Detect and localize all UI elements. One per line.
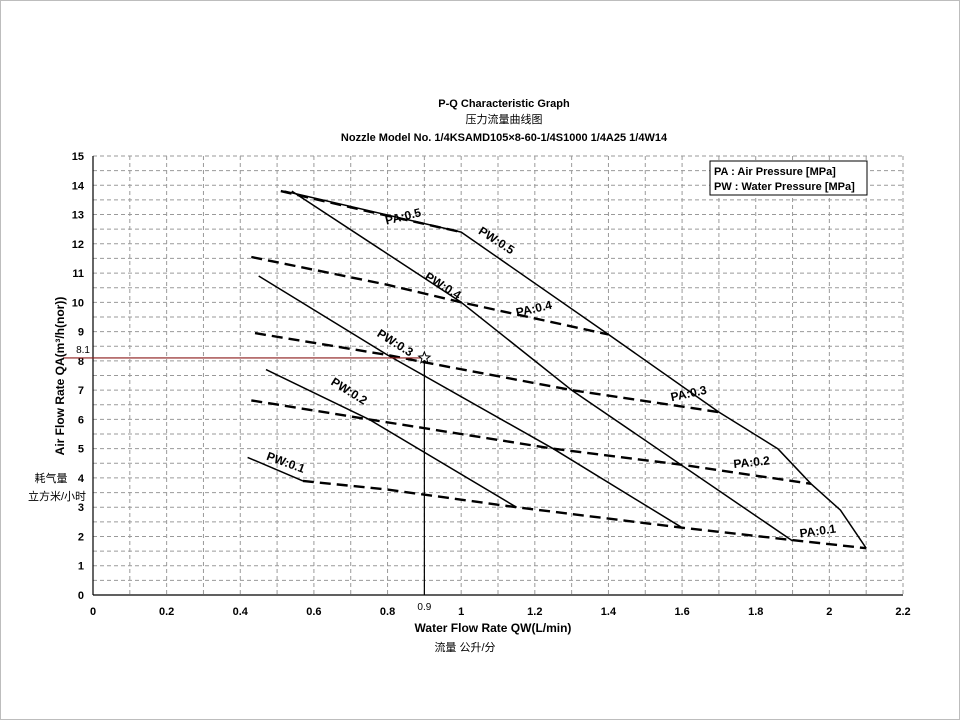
x-tick-label: 0.8 — [380, 606, 395, 618]
curve-label-pw-0-1: PW:0.1 — [265, 449, 307, 476]
y-tick-label: 8 — [78, 356, 84, 368]
x-tick-label: 0.4 — [233, 606, 249, 618]
series-line-pa-0-4 — [251, 255, 609, 336]
y-tick-label: 2 — [78, 531, 84, 543]
x-axis-label: Water Flow Rate QW(L/min) — [415, 621, 572, 635]
y-tick-label: 1 — [78, 561, 84, 573]
y-axis-label-cn-1: 耗气量 — [35, 471, 68, 485]
y-tick-label: 6 — [78, 414, 84, 426]
x-tick-label: 0.2 — [159, 606, 174, 618]
x-tick-label: 1.6 — [674, 606, 689, 618]
x-tick-label: 0.6 — [306, 606, 321, 618]
operating-point-x-label: 0.9 — [417, 602, 431, 613]
y-tick-label: 4 — [78, 473, 85, 485]
curve-label-pa-0-4: PA:0.4 — [515, 298, 554, 320]
series-line-pw-0-5 — [284, 190, 867, 549]
curve-label-pa-0-1: PA:0.1 — [799, 522, 837, 541]
x-tick-label: 1.8 — [748, 606, 763, 618]
series-line-pw-0-4 — [291, 190, 793, 542]
x-tick-label: 0 — [90, 606, 96, 618]
y-tick-label: 10 — [72, 297, 84, 309]
y-tick-label: 11 — [72, 268, 84, 280]
y-axis-label: Air Flow Rate QA(m³/h(nor)) — [53, 297, 67, 456]
series-line-pa-0-3 — [254, 331, 720, 414]
series-line-pw-0-3 — [258, 275, 683, 529]
x-axis-ticks: 0 0.2 0.4 0.6 0.8 1 1.2 1.4 1.6 1.8 2 2.2 — [90, 606, 911, 618]
operating-point-star-icon — [417, 350, 432, 364]
x-tick-label: 1.2 — [527, 606, 542, 618]
y-tick-label: 12 — [72, 239, 84, 251]
chart-subtitle-cn: 压力流量曲线图 — [466, 112, 543, 126]
curve-label-pa-0-2: PA:0.2 — [733, 453, 771, 471]
x-tick-label: 2 — [826, 606, 832, 618]
chart-title: P-Q Characteristic Graph — [438, 98, 570, 110]
series-line-pa-0-1 — [302, 479, 867, 550]
y-tick-label: 14 — [72, 180, 85, 192]
legend: PA : Air Pressure [MPa] PW : Water Press… — [709, 160, 868, 196]
y-tick-label: 0 — [78, 590, 84, 602]
x-tick-label: 1 — [458, 606, 464, 618]
y-axis-label-cn-2: 立方米/小时 — [28, 489, 86, 503]
series-line-pw-0-2 — [265, 368, 517, 508]
y-tick-label: 3 — [78, 502, 84, 514]
series-line-pw-0-1 — [247, 456, 304, 482]
y-tick-label: 9 — [78, 327, 84, 339]
y-tick-label: 13 — [72, 210, 84, 222]
x-tick-label: 1.4 — [601, 606, 617, 618]
grid — [92, 155, 904, 596]
y-tick-label: 5 — [78, 444, 84, 456]
curve-label-pw-0-5: PW:0.5 — [476, 224, 517, 258]
x-tick-label: 2.2 — [895, 606, 910, 618]
x-axis-label-cn: 流量 公升/分 — [434, 640, 495, 654]
operating-point: 8.1 0.9 — [63, 345, 432, 613]
series-group — [247, 189, 867, 550]
legend-box — [709, 160, 868, 196]
curve-label-pa-0-5: PA:0.5 — [384, 205, 423, 227]
axes — [92, 156, 903, 596]
series-line-pa-0-2 — [251, 399, 812, 485]
y-tick-label: 15 — [72, 151, 84, 163]
chart-subtitle-model: Nozzle Model No. 1/4KSAMD105×8-60-1/4S10… — [341, 132, 668, 144]
operating-point-y-label: 8.1 — [76, 345, 90, 356]
legend-line-pw: PW : Water Pressure [MPa] — [714, 181, 855, 193]
y-tick-label: 7 — [78, 385, 84, 397]
legend-line-pa: PA : Air Pressure [MPa] — [714, 166, 836, 178]
